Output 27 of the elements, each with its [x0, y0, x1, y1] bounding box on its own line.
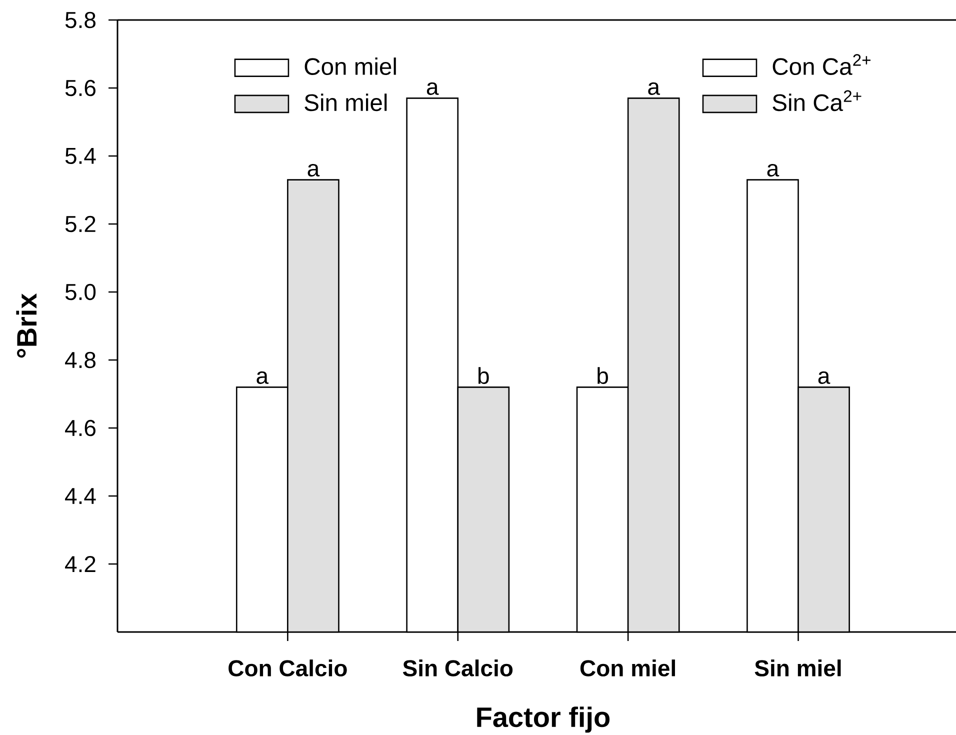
y-tick-label: 5.6 [65, 80, 96, 96]
x-tick-label: Con Calcio [228, 660, 347, 676]
data-label: a [818, 371, 830, 384]
data-label: a [256, 371, 269, 384]
data-label: a [308, 164, 320, 177]
y-tick-label: 4.6 [65, 420, 96, 436]
y-tick-label: 4.8 [65, 352, 96, 368]
y-tick-label: 5.8 [65, 12, 96, 28]
data-label: a [767, 164, 780, 177]
data-label: a [648, 82, 660, 95]
x-tick-label: Sin Calcio [402, 660, 513, 676]
data-label: a [426, 82, 439, 95]
legend-label: Con miel [304, 58, 396, 76]
y-tick-label: 4.2 [65, 556, 96, 572]
y-axis-title: °Brix [16, 293, 36, 358]
legend-label: Sin miel [304, 94, 387, 112]
x-tick-label: Sin miel [754, 660, 841, 676]
y-tick-label: 5.4 [65, 148, 96, 164]
y-tick-label: 5.2 [65, 216, 96, 232]
data-label: b [598, 367, 608, 384]
y-tick-label: 5.0 [65, 284, 96, 300]
x-tick-label: Con miel [580, 660, 675, 676]
x-axis-title: Factor fijo [477, 706, 610, 733]
data-label: b [478, 367, 489, 384]
y-tick-label: 4.4 [65, 488, 96, 504]
legend-label: Sin Ca$^{2+}$ [772, 90, 862, 112]
legend-label: Con Ca$^{2+}$ [772, 54, 870, 76]
